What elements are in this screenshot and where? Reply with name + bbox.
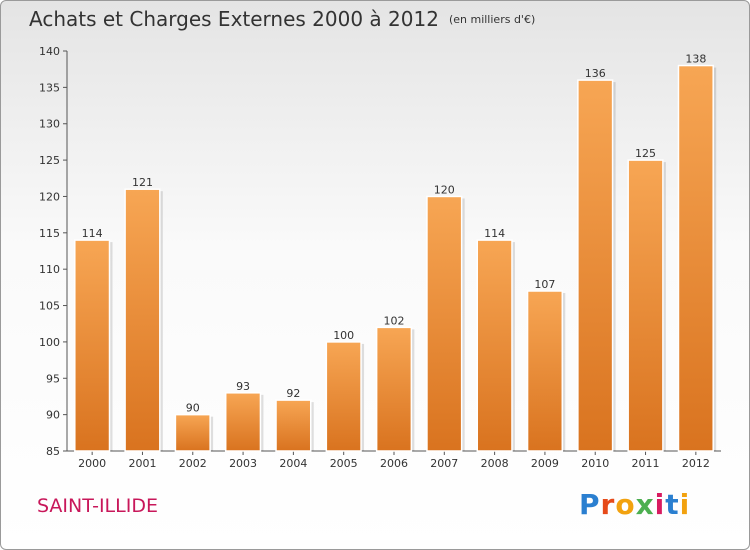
y-tick-label: 110 bbox=[39, 263, 60, 276]
bar-value-label: 136 bbox=[585, 67, 606, 80]
bar-value-label: 120 bbox=[434, 183, 455, 196]
bar-value-label: 121 bbox=[132, 176, 153, 189]
y-tick-label: 135 bbox=[39, 81, 60, 94]
logo-letter: P bbox=[579, 488, 601, 521]
x-tick-label: 2008 bbox=[481, 457, 509, 470]
y-tick-label: 90 bbox=[46, 409, 60, 422]
x-tick-label: 2004 bbox=[279, 457, 307, 470]
y-tick-label: 125 bbox=[39, 154, 60, 167]
y-tick-label: 120 bbox=[39, 190, 60, 203]
bar-2003 bbox=[224, 392, 262, 452]
x-tick-label: 2005 bbox=[330, 457, 358, 470]
y-tick-label: 95 bbox=[46, 372, 60, 385]
bar-value-label: 114 bbox=[82, 227, 103, 240]
y-tick-label: 85 bbox=[46, 445, 60, 458]
bar-value-label: 90 bbox=[186, 402, 200, 415]
bar-value-label: 93 bbox=[236, 380, 250, 393]
labels: 114 2000 121 2001 90 2002 93 2003 92 2004 100 2005 1… bbox=[78, 53, 710, 470]
bar-2005 bbox=[325, 341, 362, 452]
proxiti-logo: Proxiti bbox=[579, 488, 690, 521]
bar-2001 bbox=[124, 188, 161, 452]
bar-value-label: 107 bbox=[534, 278, 555, 291]
bar-2011 bbox=[627, 159, 664, 452]
bar-value-label: 114 bbox=[484, 227, 505, 240]
bar-value-label: 92 bbox=[286, 387, 300, 400]
bar-2002 bbox=[174, 413, 211, 452]
bar-2006 bbox=[375, 326, 413, 452]
y-tick-label: 115 bbox=[39, 227, 60, 240]
chart-title-text: Achats et Charges Externes 2000 à 2012 bbox=[29, 7, 439, 31]
y-tick-label: 140 bbox=[39, 45, 60, 58]
bar-value-label: 125 bbox=[635, 147, 656, 160]
bar-2007 bbox=[426, 195, 463, 452]
bar-value-label: 102 bbox=[384, 314, 405, 327]
bar-value-label: 100 bbox=[333, 329, 354, 342]
bar-2010 bbox=[577, 79, 614, 452]
y-tick-label: 100 bbox=[39, 336, 60, 349]
bar-2004 bbox=[275, 399, 312, 452]
bar-2009 bbox=[526, 290, 564, 452]
logo-letter: r bbox=[600, 488, 616, 521]
x-tick-label: 2011 bbox=[632, 457, 660, 470]
y-tick-label: 130 bbox=[39, 118, 60, 131]
axes: 85 90 95 100 105 110 115 120 125 130 135 140 bbox=[39, 45, 721, 458]
x-tick-label: 2001 bbox=[128, 457, 156, 470]
bar-2008 bbox=[476, 239, 513, 452]
x-tick-label: 2012 bbox=[682, 457, 710, 470]
bar-value-label: 138 bbox=[685, 53, 706, 66]
logo-letter: i bbox=[679, 488, 691, 521]
bar-2000 bbox=[74, 239, 111, 452]
bars bbox=[74, 64, 717, 452]
place-name: SAINT-ILLIDE bbox=[37, 495, 158, 517]
logo-letter: t bbox=[665, 488, 680, 521]
x-tick-label: 2002 bbox=[179, 457, 207, 470]
chart-title: Achats et Charges Externes 2000 à 2012 (e… bbox=[29, 7, 535, 31]
x-tick-label: 2006 bbox=[380, 457, 408, 470]
x-tick-label: 2003 bbox=[229, 457, 257, 470]
x-tick-label: 2009 bbox=[531, 457, 559, 470]
logo-letter: i bbox=[654, 488, 666, 521]
chart-subtitle: (en milliers d'€) bbox=[448, 13, 536, 26]
x-tick-label: 2000 bbox=[78, 457, 106, 470]
logo-letter: o bbox=[615, 488, 636, 521]
bar-2012 bbox=[677, 64, 714, 452]
logo-letter: x bbox=[635, 488, 655, 521]
x-tick-label: 2007 bbox=[430, 457, 458, 470]
y-tick-label: 105 bbox=[39, 300, 60, 313]
x-tick-label: 2010 bbox=[581, 457, 609, 470]
